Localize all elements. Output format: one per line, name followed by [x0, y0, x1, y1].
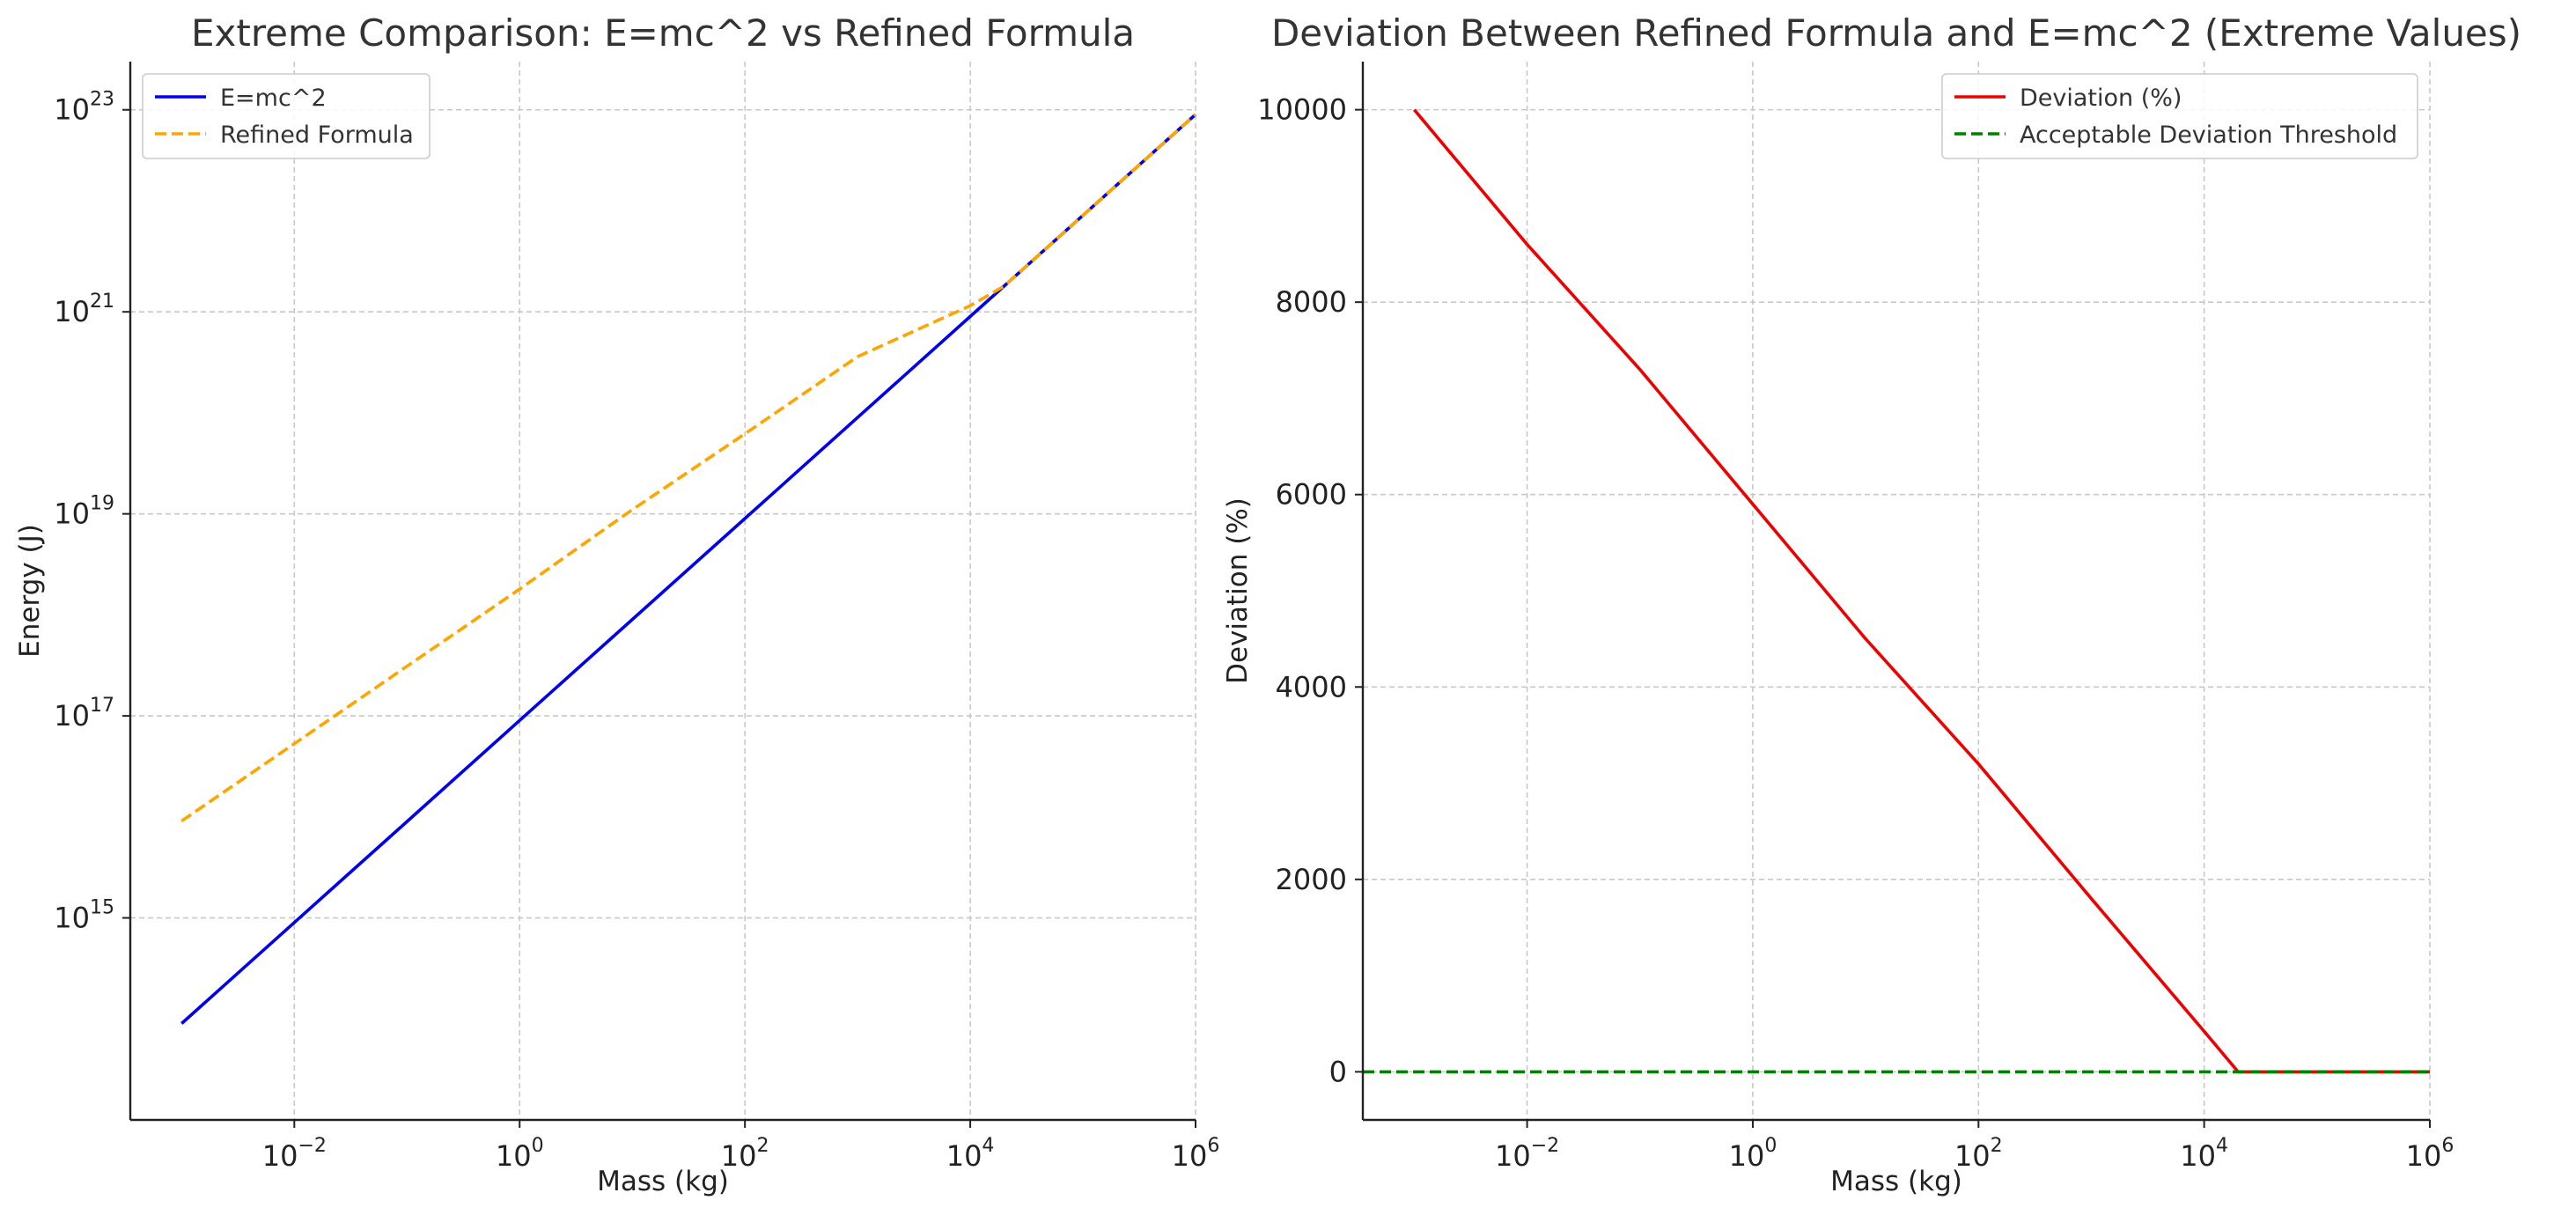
y-tick-label: 10000 [1257, 93, 1347, 127]
legend-label-2: Acceptable Deviation Threshold [2020, 122, 2397, 149]
y-tick-label: 1017 [54, 695, 114, 733]
x-tick-label: 104 [946, 1135, 995, 1173]
y-tick-label: 0 [1329, 1055, 1347, 1088]
x-tick-label: 10−2 [262, 1135, 327, 1173]
chart-panel-2: 10−2 100 102 104 106 0 2000 4000 6000 8000 10000 De… [1222, 11, 2521, 1197]
x-tick-label: 100 [1729, 1135, 1777, 1173]
legend-box [1941, 73, 2418, 159]
y-tick-label: 2000 [1276, 863, 1347, 896]
series-line-1 [1413, 108, 2430, 1074]
y-tick-label: 8000 [1276, 285, 1347, 319]
chart-title: Extreme Comparison: E=mc^2 vs Refined Fo… [191, 11, 1135, 55]
series-line-2 [180, 113, 1197, 822]
x-axis-label: Mass (kg) [597, 1166, 729, 1197]
y-tick-label: 6000 [1276, 478, 1347, 512]
legend-box [142, 73, 431, 159]
chart-title: Deviation Between Refined Formula and E=… [1271, 11, 2521, 55]
legend: Deviation (%) Acceptable Deviation Thresh… [1941, 73, 2418, 159]
legend-label-1: Deviation (%) [2020, 85, 2182, 112]
legend-label-2: Refined Formula [220, 122, 414, 149]
y-tick-label: 1019 [54, 493, 114, 531]
x-tick-label: 104 [2180, 1135, 2228, 1173]
chart-panel-1: 10−2 100 102 104 106 1015 1017 1019 1021 1023 Extr… [14, 11, 1219, 1197]
y-axis-label: Energy (J) [14, 524, 46, 658]
x-tick-label: 106 [2406, 1135, 2455, 1173]
y-tick-label: 1015 [54, 897, 114, 935]
y-tick-label: 1023 [54, 89, 114, 127]
series-line-1 [180, 113, 1197, 1025]
x-axis-label: Mass (kg) [1830, 1166, 1962, 1197]
y-axis-label: Deviation (%) [1222, 497, 1254, 684]
y-tick-label: 1021 [54, 291, 114, 328]
y-tick-label: 4000 [1276, 670, 1347, 703]
x-tick-label: 102 [1954, 1135, 2003, 1173]
x-tick-label: 10−2 [1495, 1135, 1559, 1173]
legend-label-1: E=mc^2 [220, 85, 327, 112]
x-tick-label: 102 [721, 1135, 769, 1173]
x-tick-label: 100 [496, 1135, 544, 1173]
legend: E=mc^2 Refined Formula [142, 73, 431, 159]
x-tick-label: 106 [1172, 1135, 1220, 1173]
